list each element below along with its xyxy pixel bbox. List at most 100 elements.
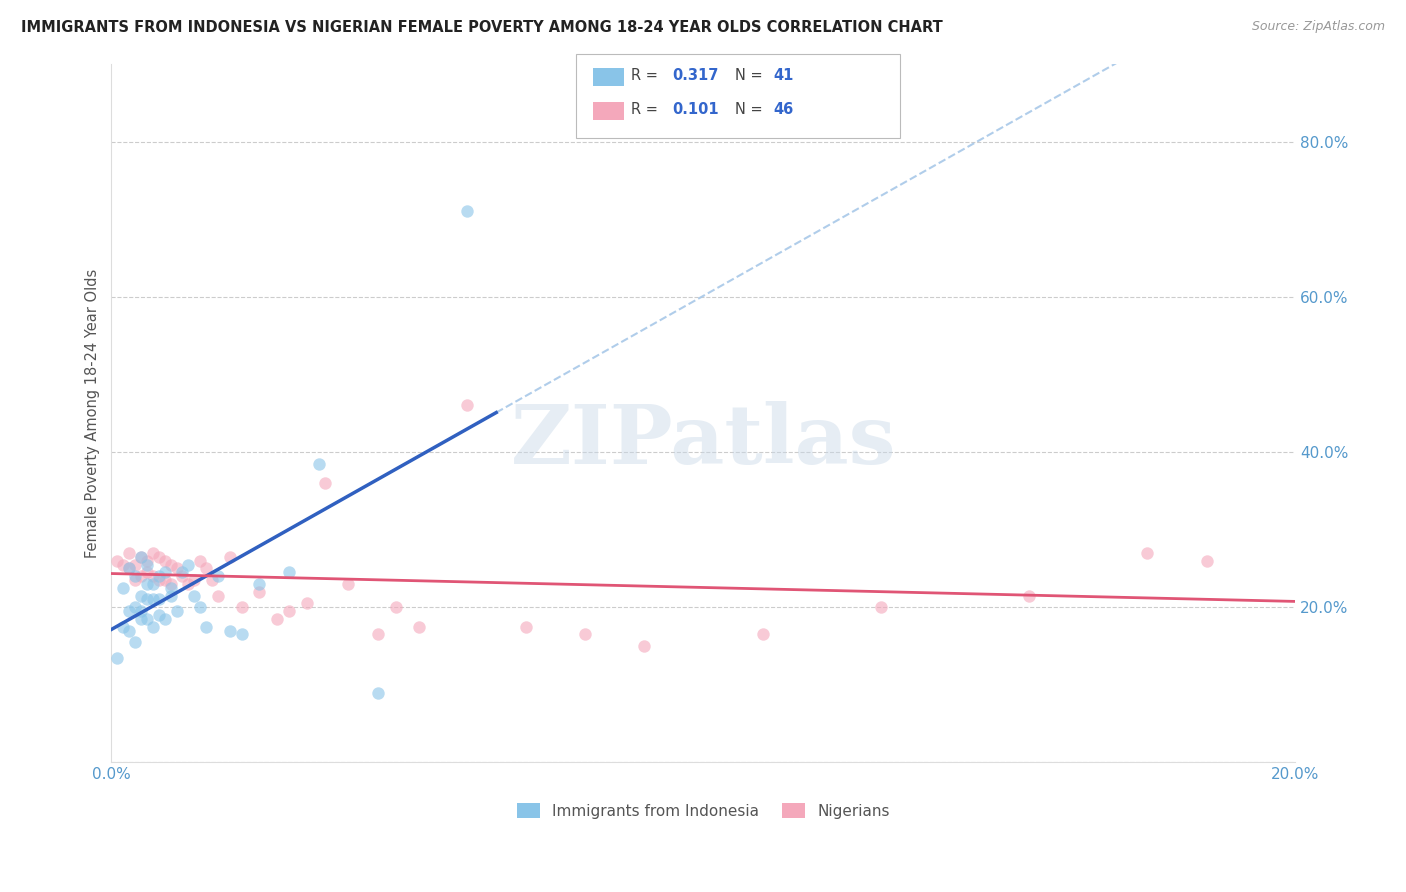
Point bbox=[166, 561, 188, 575]
Point bbox=[195, 561, 218, 575]
Point bbox=[188, 554, 211, 568]
Point bbox=[166, 604, 188, 618]
Point bbox=[118, 546, 141, 560]
Point bbox=[172, 566, 194, 580]
Point bbox=[231, 627, 253, 641]
Point bbox=[201, 573, 224, 587]
Point bbox=[136, 592, 159, 607]
Text: N =: N = bbox=[735, 69, 768, 83]
Text: 41: 41 bbox=[773, 69, 793, 83]
Point bbox=[337, 577, 360, 591]
Point bbox=[172, 569, 194, 583]
Point bbox=[148, 607, 170, 622]
Point bbox=[153, 612, 176, 626]
Text: 0.317: 0.317 bbox=[672, 69, 718, 83]
Point bbox=[314, 476, 336, 491]
Point bbox=[129, 569, 152, 583]
Point bbox=[142, 577, 165, 591]
Point bbox=[153, 566, 176, 580]
Point bbox=[249, 584, 271, 599]
Point bbox=[218, 549, 240, 564]
Point bbox=[159, 577, 181, 591]
Point bbox=[278, 566, 301, 580]
Point bbox=[129, 589, 152, 603]
Text: R =: R = bbox=[631, 69, 662, 83]
Point bbox=[177, 558, 200, 572]
Point bbox=[159, 558, 181, 572]
Legend: Immigrants from Indonesia, Nigerians: Immigrants from Indonesia, Nigerians bbox=[510, 797, 896, 824]
Point bbox=[1136, 546, 1159, 560]
Point bbox=[266, 612, 288, 626]
Point bbox=[136, 558, 159, 572]
Point bbox=[207, 589, 229, 603]
Text: R =: R = bbox=[631, 103, 662, 117]
Point bbox=[148, 573, 170, 587]
Text: Source: ZipAtlas.com: Source: ZipAtlas.com bbox=[1251, 20, 1385, 33]
Text: N =: N = bbox=[735, 103, 768, 117]
Point bbox=[118, 561, 141, 575]
Point bbox=[183, 573, 205, 587]
Point bbox=[183, 589, 205, 603]
Y-axis label: Female Poverty Among 18-24 Year Olds: Female Poverty Among 18-24 Year Olds bbox=[86, 268, 100, 558]
Point bbox=[112, 581, 135, 595]
Point bbox=[153, 554, 176, 568]
Point bbox=[574, 627, 596, 641]
Point bbox=[129, 612, 152, 626]
Point bbox=[249, 577, 271, 591]
Point bbox=[142, 546, 165, 560]
Point bbox=[278, 604, 301, 618]
Point bbox=[1195, 554, 1218, 568]
Point bbox=[295, 596, 318, 610]
Point bbox=[142, 592, 165, 607]
Point bbox=[124, 573, 146, 587]
Point bbox=[515, 620, 537, 634]
Point bbox=[105, 650, 128, 665]
Point bbox=[129, 549, 152, 564]
Point bbox=[367, 627, 389, 641]
Point bbox=[159, 581, 181, 595]
Text: 46: 46 bbox=[773, 103, 793, 117]
Point bbox=[384, 600, 406, 615]
Point bbox=[159, 589, 181, 603]
Point bbox=[177, 577, 200, 591]
Text: ZIPatlas: ZIPatlas bbox=[510, 401, 896, 481]
Point bbox=[112, 620, 135, 634]
Point bbox=[118, 604, 141, 618]
Point bbox=[136, 554, 159, 568]
Point bbox=[408, 620, 430, 634]
Point bbox=[195, 620, 218, 634]
Point bbox=[142, 569, 165, 583]
Point bbox=[124, 558, 146, 572]
Point bbox=[148, 569, 170, 583]
Point bbox=[124, 600, 146, 615]
Point bbox=[112, 558, 135, 572]
Point bbox=[456, 204, 478, 219]
Point bbox=[456, 399, 478, 413]
Point bbox=[124, 635, 146, 649]
Point bbox=[153, 573, 176, 587]
Point bbox=[870, 600, 893, 615]
Point bbox=[124, 569, 146, 583]
Point bbox=[188, 600, 211, 615]
Text: 0.101: 0.101 bbox=[672, 103, 718, 117]
Point bbox=[633, 639, 655, 653]
Point bbox=[308, 457, 330, 471]
Point bbox=[207, 569, 229, 583]
Point bbox=[105, 554, 128, 568]
Point bbox=[136, 577, 159, 591]
Point bbox=[751, 627, 773, 641]
Point bbox=[148, 549, 170, 564]
Point bbox=[231, 600, 253, 615]
Text: IMMIGRANTS FROM INDONESIA VS NIGERIAN FEMALE POVERTY AMONG 18-24 YEAR OLDS CORRE: IMMIGRANTS FROM INDONESIA VS NIGERIAN FE… bbox=[21, 20, 943, 35]
Point bbox=[136, 566, 159, 580]
Point bbox=[136, 612, 159, 626]
Point bbox=[129, 604, 152, 618]
Point bbox=[118, 561, 141, 575]
Point bbox=[1018, 589, 1040, 603]
Point bbox=[118, 624, 141, 638]
Point bbox=[367, 685, 389, 699]
Point bbox=[218, 624, 240, 638]
Point bbox=[142, 620, 165, 634]
Point bbox=[129, 549, 152, 564]
Point bbox=[148, 592, 170, 607]
